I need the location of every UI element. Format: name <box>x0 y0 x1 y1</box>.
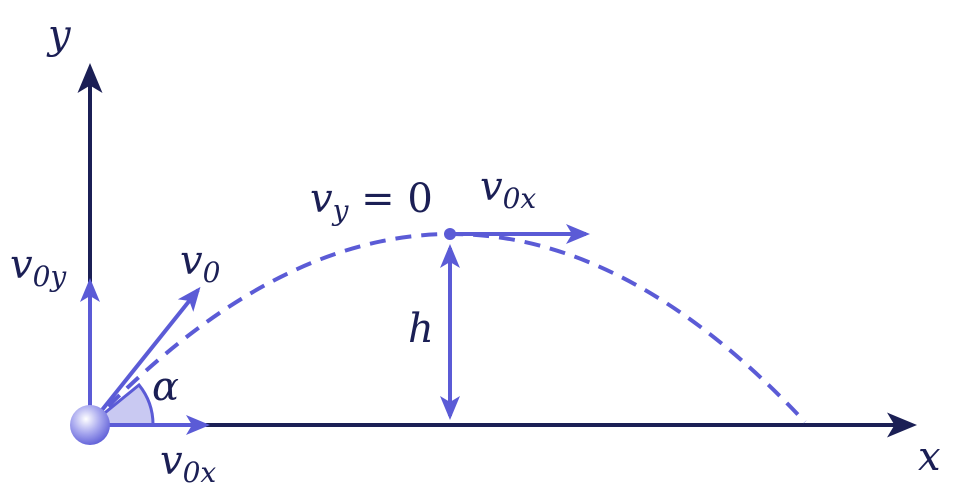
v0x-top-label: v0x <box>480 164 536 215</box>
y-axis-label: y <box>46 12 72 58</box>
x-axis-label: x <box>918 434 941 480</box>
apex-dot <box>444 228 456 240</box>
symbol: v <box>480 164 503 210</box>
ball <box>70 405 110 445</box>
equation: = 0 <box>348 176 432 222</box>
symbol: v <box>180 238 203 284</box>
subscript: 0y <box>33 260 68 293</box>
subscript: 0x <box>183 456 217 489</box>
symbol: v <box>160 438 183 484</box>
v0y-label: v0y <box>10 242 67 293</box>
v0-label: v0 <box>180 238 220 289</box>
height-label: h <box>408 306 434 352</box>
v0-arrow <box>88 286 201 427</box>
vy-label: vy = 0 <box>310 176 433 227</box>
subscript: 0 <box>203 256 221 289</box>
alpha-label: α <box>152 364 179 410</box>
symbol: v <box>10 242 33 288</box>
symbol: v <box>310 176 333 222</box>
subscript: 0x <box>503 182 537 215</box>
v0x-bottom-label: v0x <box>160 438 216 489</box>
subscript: y <box>331 194 350 227</box>
